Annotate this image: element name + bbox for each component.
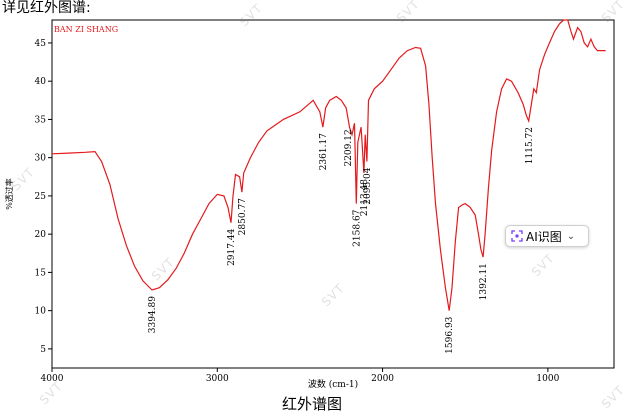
peak-label: 2361.17 xyxy=(319,133,329,170)
peak-label: 2850.77 xyxy=(238,198,248,235)
x-tick-label: 1000 xyxy=(536,374,559,384)
y-tick-label: 25 xyxy=(35,192,47,202)
corner-label: BAN ZI SHANG xyxy=(54,25,118,34)
plot-frame xyxy=(51,19,615,369)
x-axis-ticks: 4000 3000 2000 1000 xyxy=(41,368,560,384)
ai-button-label: AI识图 xyxy=(526,229,562,244)
y-tick-label: 5 xyxy=(40,345,46,355)
peak-label: 1392.11 xyxy=(479,263,489,300)
y-tick-label: 45 xyxy=(35,39,47,49)
x-axis-label: 波数 (cm-1) xyxy=(308,378,358,390)
peak-label: 2209.12 xyxy=(344,129,354,166)
peak-label: 1596.93 xyxy=(445,316,455,353)
x-tick-label: 2000 xyxy=(371,374,394,384)
peak-label: 2095.04 xyxy=(363,167,373,204)
peak-label: 2158.67 xyxy=(352,209,362,246)
y-tick-label: 10 xyxy=(35,307,47,317)
x-tick-label: 4000 xyxy=(41,374,64,384)
peak-label: 1115.72 xyxy=(525,127,535,164)
y-axis-label: %透过率 xyxy=(4,178,14,210)
y-tick-label: 40 xyxy=(35,77,47,87)
y-tick-label: 30 xyxy=(35,154,47,164)
scan-icon xyxy=(511,230,523,242)
peak-label: 3394.89 xyxy=(148,296,158,333)
spectrum-line xyxy=(51,19,606,311)
chevron-down-icon: ⌄ xyxy=(566,230,576,242)
y-tick-label: 15 xyxy=(35,268,47,278)
header-text: 详见红外图谱: xyxy=(2,0,91,16)
ai-recognize-button[interactable]: AI识图 ⌄ xyxy=(505,225,589,247)
peak-label: 2917.44 xyxy=(227,228,237,265)
figure-caption: 红外谱图 xyxy=(281,395,342,413)
y-axis-ticks: 5 10 15 20 25 30 35 40 45 xyxy=(35,39,52,355)
y-tick-label: 20 xyxy=(35,230,47,240)
peak-label: 2113.48 xyxy=(360,179,370,216)
x-tick-label: 3000 xyxy=(206,374,229,384)
ir-spectrum-chart: 5 10 15 20 25 30 35 40 45 4000 3000 2000 1000 3394.… xyxy=(4,19,615,390)
y-tick-label: 35 xyxy=(35,115,47,125)
